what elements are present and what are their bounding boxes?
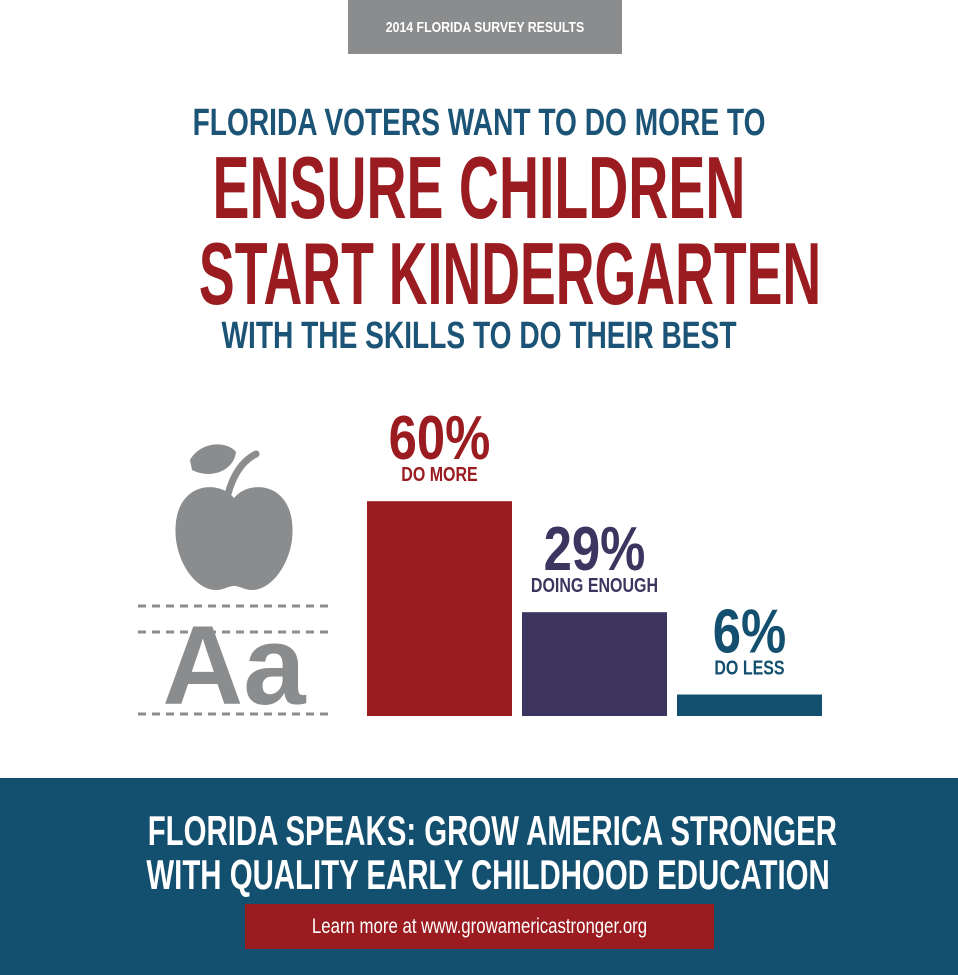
survey-tag: 2014 FLORIDA SURVEY RESULTS <box>348 0 622 54</box>
survey-tag-label: 2014 FLORIDA SURVEY RESULTS <box>385 18 585 36</box>
footer-line-2-text: WITH QUALITY EARLY CHILDHOOD EDUCATION <box>146 851 830 898</box>
bar-do-more <box>367 501 512 716</box>
headline-line-3: START KINDERGARTEN <box>0 230 958 318</box>
headline-line-4: WITH THE SKILLS TO DO THEIR BEST <box>0 317 958 355</box>
category-label: DOING ENOUGH <box>531 575 658 597</box>
footer-line-1-text: FLORIDA SPEAKS: GROW AMERICA STRONGER <box>147 807 837 854</box>
apple-icon <box>175 444 293 590</box>
headline-line-1-text: FLORIDA VOTERS WANT TO DO MORE TO <box>192 102 766 144</box>
apple-alphabet-icon: Aa <box>138 444 330 726</box>
headline-line-1: FLORIDA VOTERS WANT TO DO MORE TO <box>0 104 958 142</box>
learn-more-link[interactable]: Learn more at www.growamericastronger.or… <box>245 904 714 949</box>
category-label: DO MORE <box>401 464 477 486</box>
headline-line-2-text: ENSURE CHILDREN <box>212 138 746 237</box>
headline-line-4-text: WITH THE SKILLS TO DO THEIR BEST <box>221 315 737 357</box>
letters-aa: Aa <box>162 603 306 726</box>
footer-line-2: WITH QUALITY EARLY CHILDHOOD EDUCATION <box>0 854 958 896</box>
value-label: 6% <box>713 598 786 667</box>
bar-do-less <box>677 694 822 716</box>
footer-line-1: FLORIDA SPEAKS: GROW AMERICA STRONGER <box>0 810 958 852</box>
headline-line-3-text: START KINDERGARTEN <box>198 224 822 323</box>
learn-more-link-text: Learn more at www.growamericastronger.or… <box>311 914 648 938</box>
headline-line-2: ENSURE CHILDREN <box>0 144 958 232</box>
bar-doing-enough <box>522 612 667 716</box>
value-label: 29% <box>544 516 646 585</box>
footer-banner: FLORIDA SPEAKS: GROW AMERICA STRONGER WI… <box>0 778 958 975</box>
value-label: 60% <box>389 405 491 474</box>
category-label: DO LESS <box>714 657 784 679</box>
